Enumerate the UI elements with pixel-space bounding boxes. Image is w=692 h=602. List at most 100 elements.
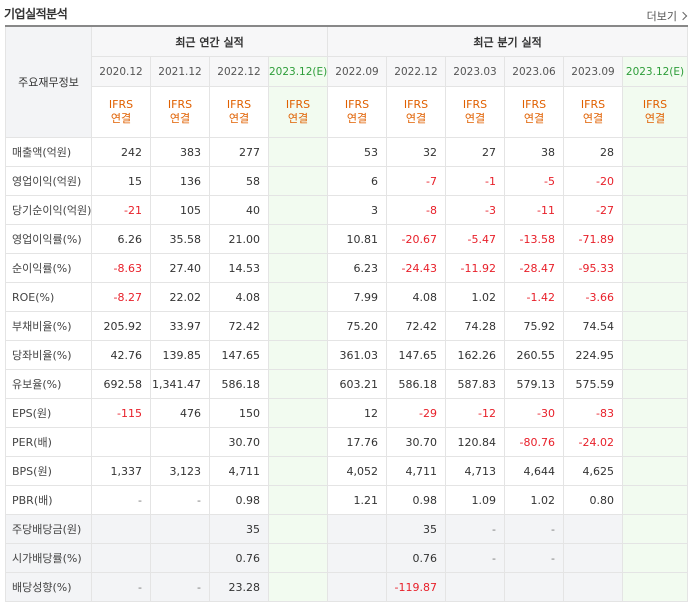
data-cell [622, 398, 689, 428]
data-cell: 242 [91, 137, 151, 167]
row-label: 시가배당률(%) [5, 543, 92, 573]
data-cell [91, 543, 151, 573]
data-cell [622, 195, 689, 225]
data-cell: 587.83 [445, 369, 506, 399]
data-cell: 147.65 [386, 340, 447, 370]
table-row: PER(배) 30.70 17.76 30.70 120.84 -80.76 -24.02 [5, 427, 689, 457]
data-cell: - [91, 572, 151, 602]
table-row: 배당성향(%) - -23.28 -119.87 [5, 572, 689, 602]
data-cell [622, 456, 689, 486]
data-cell: 1.02 [445, 282, 506, 312]
data-cell: 22.02 [150, 282, 210, 312]
data-cell: -8.63 [91, 253, 151, 283]
accounting-standard-cell: IFRS 연결 [386, 86, 447, 138]
row-label: 주당배당금(원) [5, 514, 92, 544]
table-row: 순이익률(%) -8.63 27.40 14.53 6.23 -24.43 -11.92 -2… [5, 253, 689, 283]
data-cell: 150 [209, 398, 269, 428]
row-label: 배당성향(%) [5, 572, 92, 602]
row-label: 부채비율(%) [5, 311, 92, 341]
data-cell: 6.26 [91, 224, 151, 254]
data-cell: 1,337 [91, 456, 151, 486]
period-header: 2023.03 [445, 56, 506, 87]
data-cell: 476 [150, 398, 210, 428]
data-cell: -28.47 [504, 253, 565, 283]
data-cell: 53 [327, 137, 388, 167]
table-row: PBR(배) - -0.98 1.21 0.98 1.09 1.02 0.80 [5, 485, 689, 515]
data-cell: 21.00 [209, 224, 269, 254]
data-cell [622, 253, 689, 283]
data-cell [267, 340, 329, 370]
chevron-right-icon [678, 11, 688, 21]
data-cell: 4.08 [386, 282, 447, 312]
data-cell: -5.47 [445, 224, 506, 254]
data-cell: 74.54 [563, 311, 624, 341]
ifrs-label: IFRS [462, 98, 488, 111]
more-label: 더보기 [646, 10, 677, 23]
data-cell: 27 [445, 137, 506, 167]
data-cell [91, 427, 151, 457]
data-cell: 139.85 [150, 340, 210, 370]
more-link[interactable]: 더보기 [646, 8, 688, 24]
period-header: 2023.12(E) [267, 56, 329, 87]
table-row: 매출액(억원) 242 383 277 53 32 27 38 28 [5, 137, 689, 167]
data-cell: 205.92 [91, 311, 151, 341]
ifrs-label: IFRS [285, 98, 311, 111]
row-label: 영업이익(억원) [5, 166, 92, 196]
data-cell: 1,341.47 [150, 369, 210, 399]
data-cell: 30.70 [386, 427, 447, 457]
data-cell: -8.27 [91, 282, 151, 312]
data-cell: -7 [386, 166, 447, 196]
table-body: 매출액(억원) 242 383 277 53 32 27 38 28 영업이익(억원) 15 136 5… [5, 137, 689, 602]
data-cell: 4,713 [445, 456, 506, 486]
row-label: ROE(%) [5, 282, 92, 312]
data-cell: 40 [209, 195, 269, 225]
data-cell: -24.43 [386, 253, 447, 283]
quarter-group-header: 최근 분기 실적 [327, 25, 689, 57]
row-label: 당좌비율(%) [5, 340, 92, 370]
data-cell: -13.58 [504, 224, 565, 254]
consolidated-label: 연결 [644, 112, 666, 125]
data-cell: -1 [445, 166, 506, 196]
ifrs-label: IFRS [167, 98, 193, 111]
data-cell [504, 572, 565, 602]
data-cell [150, 427, 210, 457]
data-cell: -20.67 [386, 224, 447, 254]
data-cell: 383 [150, 137, 210, 167]
data-cell: 0.80 [563, 485, 624, 515]
consolidated-label: 연결 [169, 112, 191, 125]
data-cell: 75.92 [504, 311, 565, 341]
data-cell: -21 [91, 195, 151, 225]
data-cell: 35 [209, 514, 269, 544]
data-cell [622, 166, 689, 196]
consolidated-label: 연결 [523, 112, 545, 125]
data-cell: -11.92 [445, 253, 506, 283]
data-cell [622, 485, 689, 515]
data-cell: -80.76 [504, 427, 565, 457]
ifrs-label: IFRS [226, 98, 252, 111]
data-cell: -95.33 [563, 253, 624, 283]
data-cell [327, 572, 388, 602]
data-cell: 0.98 [209, 485, 269, 515]
accounting-standard-cell: IFRS 연결 [445, 86, 506, 138]
data-cell: -3 [445, 195, 506, 225]
data-cell: -12 [445, 398, 506, 428]
data-cell: 23.28 [209, 572, 269, 602]
accounting-standard-cell: IFRS 연결 [209, 86, 269, 138]
data-cell: 586.18 [209, 369, 269, 399]
data-cell: -27 [563, 195, 624, 225]
data-cell: 58 [209, 166, 269, 196]
accounting-standard-cell: IFRS 연결 [327, 86, 388, 138]
data-cell: -20 [563, 166, 624, 196]
table-row: ROE(%) -8.27 22.02 4.08 7.99 4.08 1.02 -1.42 -3.… [5, 282, 689, 312]
data-cell [267, 572, 329, 602]
data-cell: 6 [327, 166, 388, 196]
data-cell [622, 137, 689, 167]
data-cell: 0.76 [386, 543, 447, 573]
data-cell: -1.42 [504, 282, 565, 312]
table-row: 시가배당률(%) 0.76 0.76- - [5, 543, 689, 573]
data-cell: 14.53 [209, 253, 269, 283]
data-cell: 4,625 [563, 456, 624, 486]
data-cell: 0.76 [209, 543, 269, 573]
data-cell: 579.13 [504, 369, 565, 399]
consolidated-label: 연결 [464, 112, 486, 125]
